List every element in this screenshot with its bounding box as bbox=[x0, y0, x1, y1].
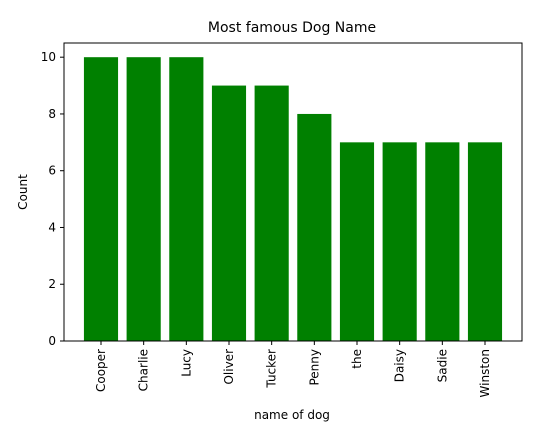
x-axis-label: name of dog bbox=[254, 408, 330, 422]
bar-cooper bbox=[83, 57, 119, 341]
x-tick-label: Oliver bbox=[222, 349, 236, 385]
x-tick-label: Charlie bbox=[137, 349, 151, 391]
bar-sadie bbox=[425, 142, 460, 341]
x-tick-label: Winston bbox=[478, 349, 492, 397]
bar-penny bbox=[297, 113, 332, 341]
x-tick-label: Sadie bbox=[435, 349, 449, 382]
bar-the bbox=[339, 142, 375, 341]
bar-tucker bbox=[254, 85, 289, 341]
bar-daisy bbox=[382, 142, 417, 341]
y-tick-label: 6 bbox=[48, 164, 56, 178]
bar-winston bbox=[467, 142, 503, 341]
bar-lucy bbox=[169, 57, 204, 341]
y-tick-label: 10 bbox=[41, 50, 56, 64]
axes-layer: Cooper Charlie Lucy Oliver Tucker Penny the Dai… bbox=[41, 42, 523, 397]
x-tick-label: Tucker bbox=[265, 349, 279, 389]
x-tick-label: Penny bbox=[307, 349, 321, 386]
y-tick-label: 0 bbox=[48, 334, 56, 348]
bar-charlie bbox=[126, 57, 161, 341]
x-tick-label: the bbox=[350, 349, 364, 369]
y-tick-label: 2 bbox=[48, 277, 56, 291]
x-tick-label: Cooper bbox=[94, 349, 108, 392]
y-axis-label: Count bbox=[16, 174, 30, 210]
plot-frame bbox=[63, 42, 523, 342]
bar-oliver bbox=[211, 85, 247, 341]
x-tick-label: Daisy bbox=[393, 349, 407, 382]
y-tick-label: 8 bbox=[48, 107, 56, 121]
bars-layer bbox=[83, 57, 503, 341]
chart-title: Most famous Dog Name bbox=[208, 20, 376, 36]
y-tick-label: 4 bbox=[48, 220, 56, 234]
x-tick-label: Lucy bbox=[179, 349, 193, 377]
